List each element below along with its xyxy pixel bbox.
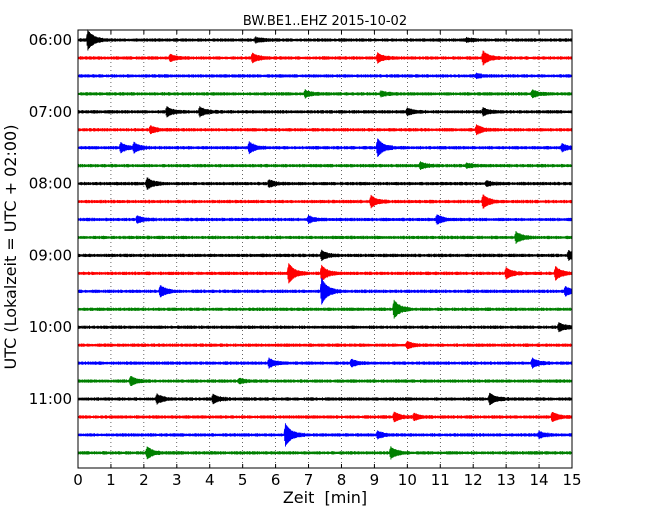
x-axis-label: Zeit [min] <box>283 488 367 507</box>
y-tick-label-0600: 06:00 <box>29 31 72 49</box>
trace-0815 <box>77 194 573 209</box>
x-axis-ticks: 0 1 2 3 4 5 6 7 8 9 10 11 12 13 14 15 <box>73 30 582 489</box>
trace-1130 <box>77 423 573 447</box>
x-tick-label-15: 15 <box>562 471 581 489</box>
trace-0600 <box>77 29 573 51</box>
trace-0930 <box>77 278 573 305</box>
trace-0845 <box>77 230 573 244</box>
x-tick-label-10: 10 <box>398 471 417 489</box>
trace-0630 <box>77 72 573 80</box>
trace-1045 <box>77 376 573 387</box>
trace-1030 <box>77 357 573 369</box>
chart-title: BW.BE1..EHZ 2015-10-02 <box>243 14 407 29</box>
y-axis-label: UTC (Lokalzeit = UTC + 02:00) <box>1 125 20 370</box>
x-tick-label-4: 4 <box>205 471 215 489</box>
x-tick-label-11: 11 <box>431 471 450 489</box>
x-tick-label-9: 9 <box>370 471 380 489</box>
x-tick-label-7: 7 <box>304 471 314 489</box>
x-tick-label-1: 1 <box>106 471 116 489</box>
x-tick-label-13: 13 <box>497 471 516 489</box>
trace-0715 <box>77 124 573 136</box>
trace-1000 <box>77 322 573 333</box>
x-tick-label-6: 6 <box>271 471 281 489</box>
trace-0915 <box>77 263 573 284</box>
y-tick-label-0700: 07:00 <box>29 103 72 121</box>
trace-0745 <box>77 161 573 171</box>
x-tick-label-5: 5 <box>238 471 248 489</box>
x-tick-label-2: 2 <box>139 471 149 489</box>
y-tick-label-0800: 08:00 <box>29 175 72 193</box>
trace-0615 <box>77 50 573 66</box>
x-tick-label-3: 3 <box>172 471 182 489</box>
x-tick-label-12: 12 <box>464 471 483 489</box>
trace-1100 <box>77 392 573 406</box>
trace-1145 <box>77 446 573 460</box>
x-tick-label-14: 14 <box>530 471 549 489</box>
vertical-grid <box>110 30 540 468</box>
trace-0700 <box>77 106 573 118</box>
y-tick-label-1100: 11:00 <box>29 390 72 408</box>
trace-0645 <box>77 89 573 99</box>
trace-0945 <box>77 299 573 319</box>
trace-0730 <box>77 138 573 157</box>
y-tick-label-0900: 09:00 <box>29 246 72 264</box>
plot-frame <box>77 29 573 469</box>
trace-0800 <box>77 177 573 190</box>
y-axis-ticks: 06:00 07:00 08:00 09:00 10:00 11:00 <box>29 31 572 408</box>
y-tick-label-1000: 10:00 <box>29 318 72 336</box>
x-tick-label-8: 8 <box>337 471 347 489</box>
trace-1015 <box>77 340 573 350</box>
trace-1115 <box>77 411 573 423</box>
trace-0900 <box>77 249 573 262</box>
x-tick-label-0: 0 <box>73 471 83 489</box>
seismic-traces <box>77 29 573 460</box>
trace-0830 <box>77 214 573 225</box>
